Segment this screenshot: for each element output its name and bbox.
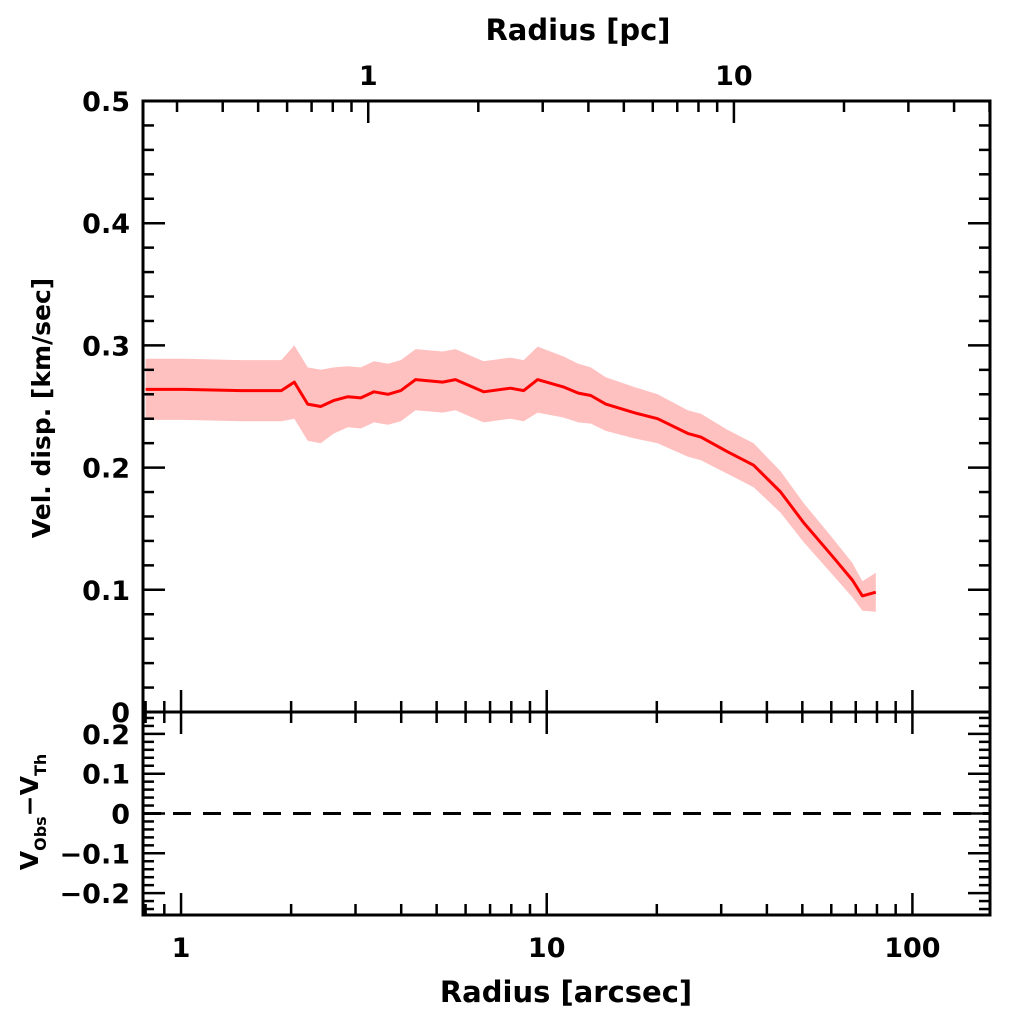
- x-tick-label: 1: [172, 933, 191, 964]
- residual-ylabel-sub-obs: Obs: [31, 816, 50, 851]
- residual-y-tick-label: −0.2: [60, 879, 130, 910]
- residual-ylabel-minus-v: −V: [15, 775, 44, 816]
- y-tick-label: 0.4: [82, 209, 130, 240]
- residual-y-tick-label: 0.1: [82, 760, 130, 791]
- y-tick-label: 0.5: [82, 87, 130, 118]
- error-band-layer: [145, 345, 876, 612]
- x-tick-label: 100: [884, 933, 940, 964]
- error-band: [145, 345, 876, 612]
- x-axis-title: Radius [arcsec]: [440, 975, 692, 1009]
- frame-layer: [141, 99, 992, 917]
- residual-ylabel-sub-th: Th: [31, 754, 50, 776]
- ticks-layer: [143, 99, 991, 915]
- y-tick-label: 0.2: [82, 454, 130, 485]
- y-axis-title: Vel. disp. [km/sec]: [27, 278, 56, 538]
- y-tick-label: 0.1: [82, 576, 130, 607]
- residual-ylabel-v: V: [15, 850, 44, 870]
- residual-y-tick-label: 0.2: [82, 720, 130, 751]
- residual-y-tick-label: 0: [111, 800, 130, 831]
- y-tick-label: 0: [111, 698, 130, 729]
- residual-y-tick-label: −0.1: [60, 839, 130, 870]
- x-top-tick-label: 1: [359, 61, 378, 92]
- x-top-tick-label: 10: [715, 61, 753, 92]
- x-tick-label: 10: [528, 933, 566, 964]
- series-line: [145, 378, 877, 598]
- residual-y-axis-title: VObs−VTh: [15, 754, 50, 871]
- x-axis-title-top: Radius [pc]: [485, 13, 670, 47]
- y-tick-label: 0.3: [82, 331, 130, 362]
- series-line-layer: [145, 378, 877, 598]
